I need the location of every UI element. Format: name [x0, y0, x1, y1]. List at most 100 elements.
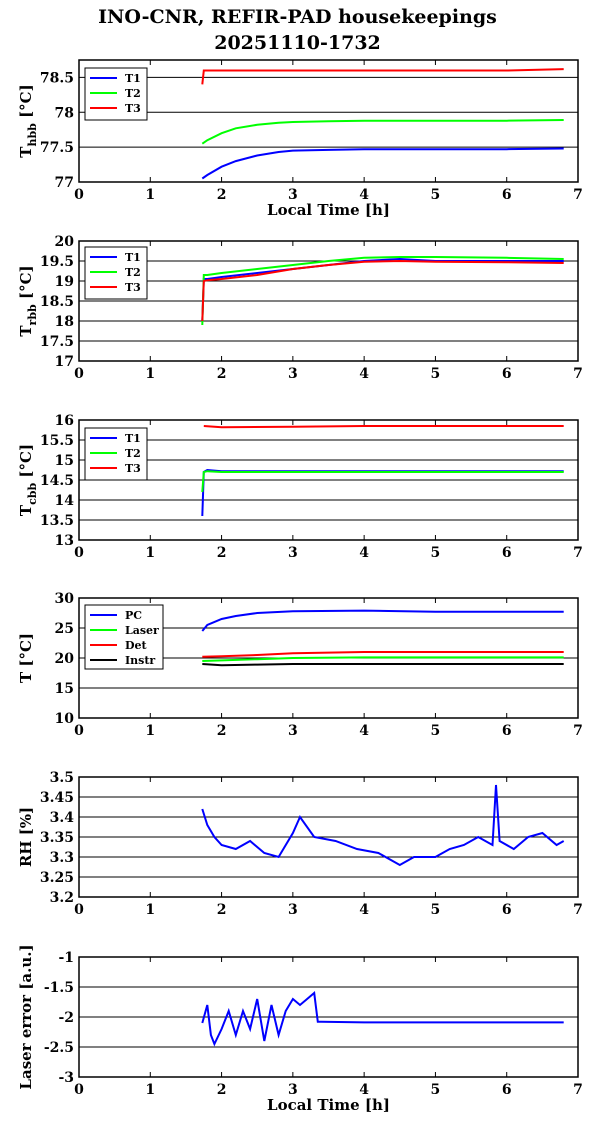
- legend-label: Det: [125, 639, 148, 652]
- y-tick-label: 17: [55, 354, 74, 370]
- y-tick-label: 3.5: [50, 770, 74, 786]
- y-tick-label: 14.5: [40, 473, 74, 489]
- y-tick-label: 25: [55, 621, 74, 637]
- y-tick-label: 10: [55, 711, 75, 727]
- legend-label: T3: [125, 281, 141, 294]
- y-tick-label: 77: [55, 175, 74, 191]
- y-axis-label: Trbb [°C]: [17, 265, 39, 336]
- series-line-t2: [201, 119, 564, 145]
- y-axis-label: RH [%]: [17, 807, 35, 867]
- chart-title-line2: 20251110-1732: [214, 32, 381, 54]
- legend: T1 T2 T3: [84, 246, 148, 300]
- x-tick-label: 1: [145, 545, 155, 561]
- chart-title-line1: INO-CNR, REFIR-PAD housekeepings: [98, 6, 497, 28]
- panel-3: 0 1 2 3 4 5 6 7 13 13.5 14 14.5 15 15.5 16 T1 T2 T3 Tcbb […: [17, 413, 583, 561]
- legend-label: PC: [125, 609, 142, 622]
- legend-label: T3: [125, 102, 141, 115]
- x-tick-label: 7: [573, 545, 583, 561]
- x-axis-label: Local Time [h]: [267, 201, 390, 219]
- series-line-data: [201, 784, 565, 867]
- x-tick-label: 7: [573, 1082, 583, 1098]
- legend-label: Instr: [125, 654, 155, 667]
- y-tick-label: 15: [55, 681, 74, 697]
- plot-frame: [78, 776, 579, 898]
- series-line-t3: [201, 259, 564, 322]
- x-tick-label: 6: [502, 902, 512, 918]
- y-axis-label: Laser error [a.u.]: [17, 944, 35, 1089]
- panel-2: 0 1 2 3 4 5 6 7 17 17.5 18 18.5 19 19.5 20 T1 T2 T3 Trbb […: [17, 234, 583, 382]
- plot-frame: [78, 419, 579, 541]
- legend-label: Laser: [125, 624, 159, 637]
- y-tick-label: 14: [55, 493, 75, 509]
- x-tick-label: 1: [145, 1082, 155, 1098]
- x-tick-label: 2: [217, 187, 227, 203]
- x-tick-label: 2: [217, 1082, 227, 1098]
- y-tick-label: 15: [55, 453, 74, 469]
- x-tick-label: 5: [431, 187, 441, 203]
- legend: PC Laser Det Instr: [84, 604, 164, 670]
- x-tick-label: 2: [217, 545, 227, 561]
- x-tick-label: 0: [74, 902, 84, 918]
- x-tick-label: 0: [74, 1082, 84, 1098]
- y-tick-label: 3.35: [40, 830, 74, 846]
- legend: T1 T2 T3: [84, 427, 148, 481]
- y-tick-label: 3.45: [40, 790, 74, 806]
- series-line-t1: [201, 147, 564, 180]
- y-tick-label: 20: [55, 651, 75, 667]
- x-tick-label: 2: [217, 366, 227, 382]
- x-tick-label: 3: [288, 187, 298, 203]
- y-axis-label: Thbb [°C]: [17, 84, 39, 157]
- x-tick-label: 4: [359, 187, 369, 203]
- series-line-instr: [202, 663, 564, 667]
- series-line-t2: [201, 470, 564, 493]
- y-tick-label: -1.5: [44, 980, 74, 996]
- legend-label: T2: [125, 447, 141, 460]
- x-tick-label: 5: [431, 723, 441, 739]
- plot-frame: [78, 240, 579, 362]
- legend-label: T3: [125, 462, 141, 475]
- y-tick-label: 17.5: [40, 334, 74, 350]
- series-line-t2: [201, 256, 564, 326]
- y-tick-label: 3.25: [40, 870, 74, 886]
- y-tick-label: 18.5: [40, 294, 74, 310]
- x-tick-label: 6: [502, 545, 512, 561]
- plot-frame: [78, 59, 579, 183]
- x-tick-label: 2: [217, 723, 227, 739]
- y-tick-label: 30: [55, 591, 75, 607]
- legend-label: T2: [125, 87, 141, 100]
- panel-5: 0 1 2 3 4 5 6 7 3.2 3.25 3.3 3.35 3.4 3.45 3.5 RH [%]: [17, 770, 583, 918]
- x-tick-label: 0: [74, 187, 84, 203]
- x-tick-label: 7: [573, 366, 583, 382]
- y-tick-label: 18: [55, 314, 74, 330]
- y-tick-label: -3: [58, 1070, 74, 1086]
- legend-label: T1: [125, 432, 141, 445]
- series-line-laser: [202, 656, 564, 662]
- x-tick-label: 0: [74, 366, 84, 382]
- y-tick-label: 3.2: [50, 890, 74, 906]
- x-tick-label: 6: [502, 723, 512, 739]
- legend-label: T1: [125, 72, 141, 85]
- x-tick-label: 5: [431, 366, 441, 382]
- x-tick-label: 0: [74, 723, 84, 739]
- series-line-data: [201, 991, 564, 1047]
- y-tick-label: 20: [55, 234, 75, 250]
- y-tick-label: -2.5: [44, 1040, 74, 1056]
- series-line-t3: [203, 425, 564, 429]
- series-line-pc: [201, 609, 564, 632]
- x-tick-label: 4: [359, 902, 369, 918]
- x-tick-label: 4: [359, 1082, 369, 1098]
- y-tick-label: 78: [55, 105, 74, 121]
- x-tick-label: 7: [573, 902, 583, 918]
- y-tick-label: -1: [58, 950, 74, 966]
- x-tick-label: 2: [217, 902, 227, 918]
- x-tick-label: 7: [573, 187, 583, 203]
- y-tick-label: 13: [55, 533, 74, 549]
- y-tick-label: 13.5: [40, 513, 74, 529]
- x-tick-label: 3: [288, 902, 298, 918]
- y-axis-label: Tcbb [°C]: [17, 444, 39, 516]
- y-tick-label: 19: [55, 274, 74, 290]
- legend-label: T2: [125, 266, 141, 279]
- x-tick-label: 7: [573, 723, 583, 739]
- y-tick-label: 19.5: [40, 254, 74, 270]
